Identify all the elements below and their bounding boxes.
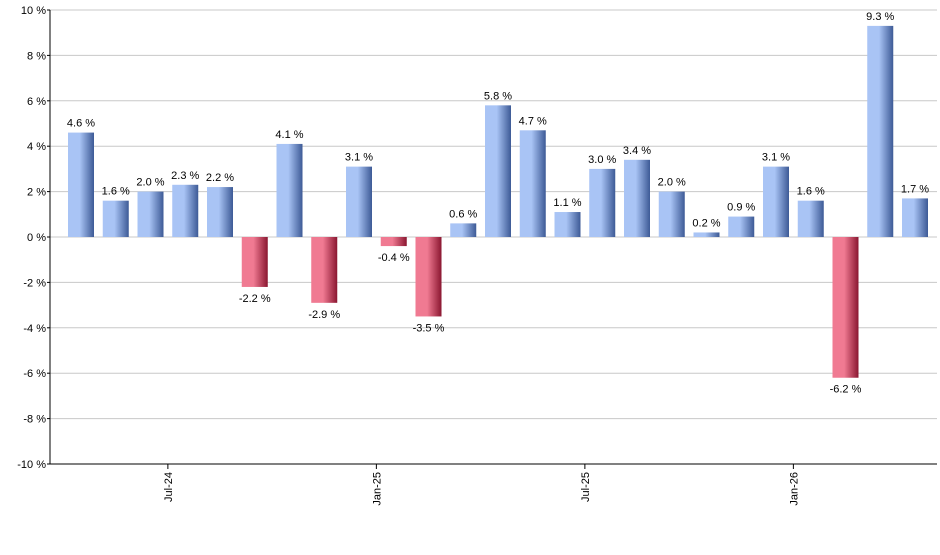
y-tick-label: -2 %: [23, 277, 46, 289]
data-label: -6.2 %: [830, 384, 862, 396]
data-label: 2.2 %: [206, 172, 234, 184]
y-tick-label: 4 %: [27, 141, 46, 153]
data-label: -0.4 %: [378, 252, 410, 264]
data-label: 3.1 %: [762, 152, 790, 164]
bar: [624, 159, 650, 237]
x-tick-label: Jan-26: [788, 472, 800, 506]
data-label: 0.6 %: [449, 208, 477, 220]
bar: [276, 143, 303, 237]
data-label: -2.2 %: [239, 293, 271, 305]
y-tick-label: 2 %: [27, 187, 46, 199]
y-tick-label: 8 %: [27, 50, 46, 62]
bar: [68, 132, 94, 237]
data-label: 2.3 %: [171, 170, 199, 182]
data-label: 1.7 %: [901, 183, 929, 195]
y-tick-label: -10 %: [17, 459, 46, 471]
bar: [728, 216, 755, 237]
bar: [693, 232, 720, 237]
y-axis-tick-labels: 10 % 8 % 6 % 4 % 2 % 0 % -2 % -4 % -6 % -8 % -10 %: [17, 5, 46, 471]
data-label: 3.4 %: [623, 145, 651, 157]
bar: [867, 25, 894, 237]
data-label: 3.1 %: [345, 152, 373, 164]
data-label: 5.8 %: [484, 90, 512, 102]
y-tick-label: 0 %: [27, 232, 46, 244]
x-tick-label: Jan-25: [371, 472, 383, 506]
y-tick-label: -6 %: [23, 368, 46, 380]
bar: [658, 191, 685, 237]
bar: [207, 187, 233, 237]
bar: [415, 237, 442, 317]
bar: [832, 237, 859, 378]
bar: [485, 105, 511, 237]
bars: [68, 25, 928, 378]
data-label: 2.0 %: [136, 177, 164, 189]
bar: [589, 168, 616, 237]
y-tick-label: -4 %: [23, 323, 46, 335]
data-label: 1.6 %: [102, 186, 130, 198]
bar: [137, 191, 164, 237]
y-tick-label: 10 %: [21, 5, 46, 17]
bar: [346, 166, 372, 237]
data-label: 2.0 %: [658, 177, 686, 189]
bar: [763, 166, 789, 237]
data-label: 0.2 %: [692, 217, 720, 229]
bar: [311, 237, 338, 303]
data-label: 4.1 %: [275, 129, 303, 141]
bar: [380, 237, 407, 247]
data-label: -3.5 %: [413, 322, 445, 334]
bar: [450, 223, 477, 237]
bar: [241, 237, 268, 287]
bar: [902, 198, 928, 237]
data-label: 9.3 %: [866, 11, 894, 23]
x-tick-label: Jul-24: [163, 472, 175, 502]
data-label: 4.7 %: [519, 115, 547, 127]
y-tick-label: 6 %: [27, 96, 46, 108]
data-label: -2.9 %: [308, 309, 340, 321]
axes: [47, 9, 937, 469]
data-label: 1.1 %: [553, 197, 581, 209]
bar: [519, 130, 546, 237]
data-label: 0.9 %: [727, 202, 755, 214]
bar: [554, 212, 581, 237]
data-label: 3.0 %: [588, 154, 616, 166]
data-label: 1.6 %: [797, 186, 825, 198]
y-tick-label: -8 %: [23, 414, 46, 426]
bar: [172, 184, 199, 237]
data-label: 4.6 %: [67, 118, 95, 130]
bar: [797, 200, 824, 237]
x-axis-tick-labels: Jul-24 Jan-25 Jul-25 Jan-26: [163, 472, 801, 506]
data-labels: 4.6 % 1.6 % 2.0 % 2.3 % 2.2 % -2.2 % 4.1 % -2.9…: [67, 11, 929, 396]
x-tick-label: Jul-25: [580, 472, 592, 502]
bar: [102, 200, 129, 237]
